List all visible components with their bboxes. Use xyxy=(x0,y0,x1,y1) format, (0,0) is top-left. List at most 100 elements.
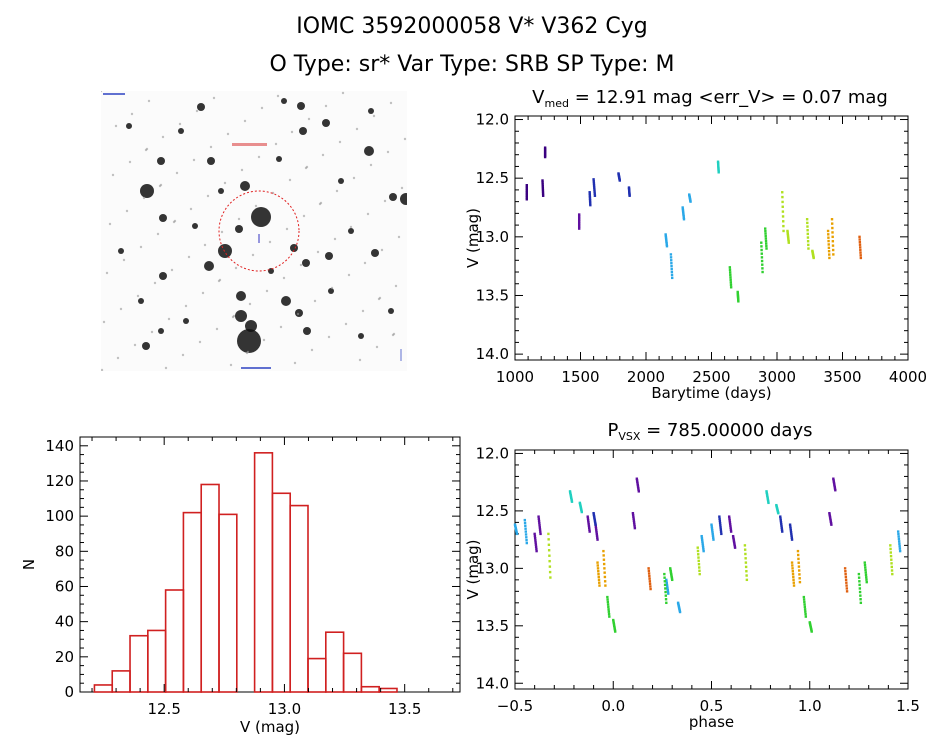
sky-faint-star xyxy=(316,250,320,254)
histogram-bar xyxy=(182,511,203,693)
sky-faint-star xyxy=(226,132,230,136)
data-point xyxy=(700,536,704,540)
data-point xyxy=(744,561,748,564)
sky-faint-star xyxy=(293,361,297,365)
x-tick-label: 0.0 xyxy=(601,697,625,715)
data-point xyxy=(766,495,769,499)
data-point xyxy=(548,559,551,563)
data-point xyxy=(857,572,861,576)
data-point xyxy=(697,556,700,559)
data-point xyxy=(524,524,527,528)
sky-faint-star xyxy=(184,304,188,308)
data-point xyxy=(780,524,783,528)
data-point xyxy=(764,239,768,243)
target-circle xyxy=(218,190,300,272)
data-point xyxy=(570,500,574,503)
data-point xyxy=(588,192,591,196)
sky-faint-star xyxy=(101,368,104,371)
data-point xyxy=(588,530,591,533)
data-point xyxy=(790,561,794,564)
data-point xyxy=(865,580,868,584)
data-point xyxy=(718,517,721,520)
data-point xyxy=(525,189,528,192)
data-point xyxy=(633,525,636,528)
sky-faint-star xyxy=(338,140,342,144)
data-point xyxy=(701,542,704,545)
data-point xyxy=(515,532,519,536)
sky-star xyxy=(240,181,250,191)
data-point xyxy=(665,583,669,587)
data-point xyxy=(889,551,893,554)
data-point xyxy=(781,530,784,533)
data-point xyxy=(897,540,901,543)
sky-star xyxy=(159,272,167,280)
data-point xyxy=(596,536,599,539)
data-point xyxy=(689,200,692,203)
data-point xyxy=(781,191,784,194)
data-point xyxy=(538,521,541,525)
data-point xyxy=(711,532,714,536)
y-tick-label: 100 xyxy=(45,507,74,525)
data-point xyxy=(765,244,768,248)
data-point xyxy=(729,281,733,284)
data-point xyxy=(792,575,795,579)
data-point xyxy=(898,549,902,553)
data-point xyxy=(764,237,768,240)
data-point xyxy=(858,590,862,594)
data-point xyxy=(543,155,547,159)
sky-faint-star xyxy=(361,309,365,313)
data-point xyxy=(603,567,606,570)
data-point xyxy=(832,253,835,256)
data-point xyxy=(761,263,764,266)
sky-faint-star xyxy=(372,114,376,118)
data-point xyxy=(831,231,834,234)
data-point xyxy=(777,511,780,515)
data-point xyxy=(792,581,795,584)
data-point xyxy=(665,580,668,583)
sky-star xyxy=(303,327,311,335)
data-point xyxy=(702,548,705,551)
data-point xyxy=(587,524,591,528)
sky-star xyxy=(235,225,243,233)
data-point xyxy=(548,565,552,568)
data-point xyxy=(524,527,527,530)
sky-star xyxy=(295,309,303,317)
data-point xyxy=(889,547,892,551)
sky-faint-star xyxy=(153,281,157,285)
sky-faint-star xyxy=(305,165,309,169)
histogram-bar xyxy=(218,513,238,693)
light-curve-chart: Vmed = 12.91 mag <err_V> = 0.07 mag 1000 1… xyxy=(464,87,927,402)
data-point xyxy=(803,605,807,609)
data-point xyxy=(597,578,601,582)
data-point xyxy=(787,237,790,240)
sky-faint-star xyxy=(101,91,103,93)
y-tick-label: 80 xyxy=(55,542,74,560)
sky-faint-star xyxy=(145,147,149,151)
data-point xyxy=(792,584,796,587)
data-point xyxy=(606,603,610,606)
data-point xyxy=(612,620,615,623)
data-point xyxy=(719,526,722,529)
data-point xyxy=(664,590,667,594)
data-point xyxy=(547,549,551,552)
sky-faint-star xyxy=(254,204,258,208)
sky-faint-star xyxy=(147,99,151,103)
histogram-bar xyxy=(342,652,363,693)
data-point xyxy=(592,182,596,185)
data-point xyxy=(711,534,715,538)
data-point xyxy=(588,200,592,204)
data-point xyxy=(845,587,849,590)
data-point xyxy=(728,268,732,272)
y-tick-label: 13.0 xyxy=(476,228,509,246)
data-point xyxy=(833,487,837,490)
data-point xyxy=(806,232,809,236)
sky-faint-star xyxy=(403,137,407,141)
data-point xyxy=(670,577,674,580)
sky-faint-star xyxy=(265,289,269,293)
data-point xyxy=(827,236,830,239)
sky-faint-star xyxy=(344,322,348,326)
data-point xyxy=(789,529,793,532)
x-tick-label: −0.5 xyxy=(497,697,533,715)
data-point xyxy=(593,194,597,197)
data-point xyxy=(663,572,666,576)
